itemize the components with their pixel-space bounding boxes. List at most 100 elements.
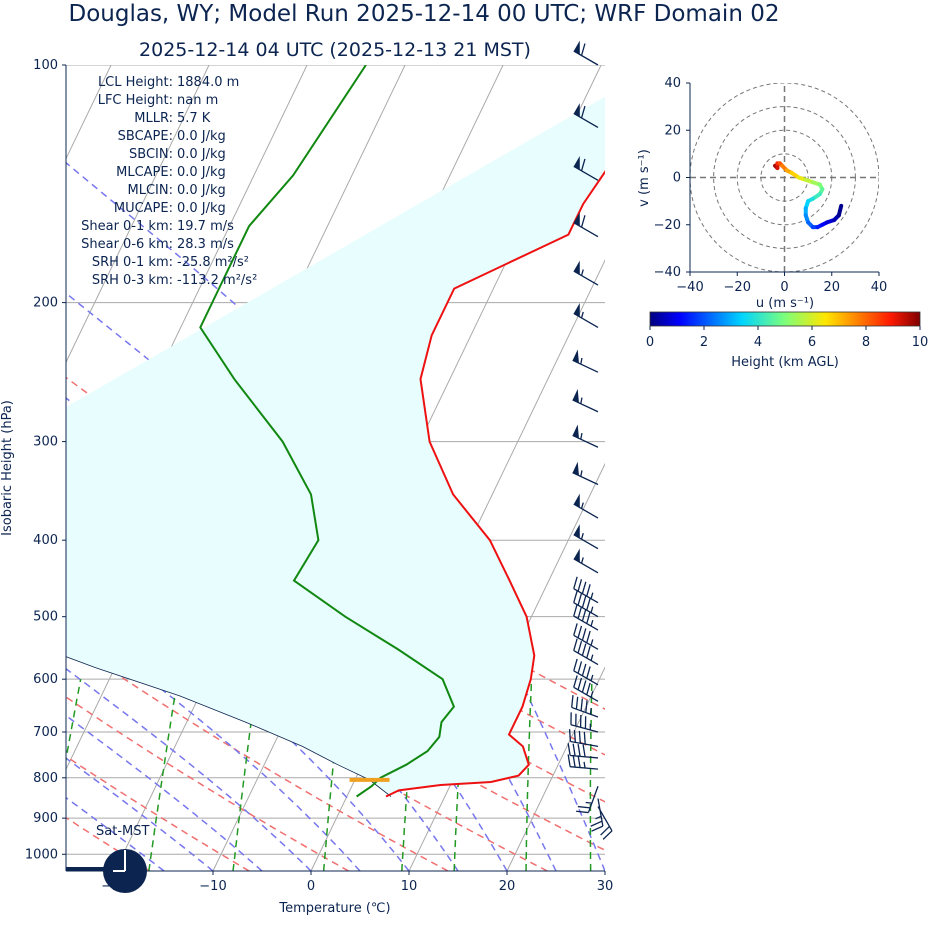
wind-barb bbox=[573, 604, 599, 631]
stat-value: -25.8 m²/s² bbox=[177, 255, 249, 270]
hodograph-x-tick-label: 40 bbox=[871, 280, 888, 295]
wind-barb bbox=[573, 40, 599, 66]
hodograph-x-tick-label: 20 bbox=[823, 280, 840, 295]
wind-barb bbox=[573, 155, 599, 181]
stat-value: 1884.0 m bbox=[177, 75, 239, 90]
wind-barb bbox=[573, 675, 599, 702]
isotherm-line bbox=[604, 869, 605, 871]
stat-label: SBCIN: bbox=[129, 147, 173, 162]
moist-adiabat-line bbox=[66, 667, 312, 871]
wind-barb bbox=[567, 743, 599, 759]
stat-label: Shear 0-6 km: bbox=[81, 237, 173, 252]
stat-value: nan m bbox=[177, 93, 218, 108]
stat-value: 28.3 m/s bbox=[177, 237, 234, 252]
colorbar-tick-label: 2 bbox=[700, 335, 708, 350]
wind-barb bbox=[572, 461, 599, 486]
sounding-stats: LCL Height: 1884.0 m LFC Height: nan m MLLR:… bbox=[81, 75, 257, 288]
dewpoint-profile-line bbox=[199, 65, 456, 798]
colorbar-tick-label: 8 bbox=[862, 335, 870, 350]
stat-label: LCL Height: bbox=[98, 75, 173, 90]
wind-barb bbox=[573, 623, 599, 650]
wind-barb bbox=[573, 260, 599, 286]
hodograph-y-label: v (m s⁻¹) bbox=[637, 149, 652, 207]
hodograph-y-tick-label: 20 bbox=[664, 123, 681, 138]
stat-label: MLLR: bbox=[134, 111, 173, 126]
height-colorbar: 0 2 4 6 8 10 bbox=[646, 311, 928, 350]
moist-adiabat-line bbox=[66, 796, 165, 871]
figure-title: Douglas, WY; Model Run 2025-12-14 00 UTC… bbox=[69, 1, 780, 27]
wind-barb bbox=[567, 754, 599, 770]
wind-barb bbox=[573, 103, 599, 129]
stat-label: SRH 0-3 km: bbox=[92, 273, 173, 288]
stat-value: 0.0 J/kg bbox=[177, 129, 226, 144]
stat-label: Shear 0-1 km: bbox=[81, 219, 173, 234]
colorbar-tick-label: 4 bbox=[754, 335, 762, 350]
dry-adiabat-line bbox=[66, 529, 605, 852]
y-tick-label: 900 bbox=[33, 811, 58, 826]
y-tick-label: 100 bbox=[33, 58, 58, 73]
hodograph-x-tick-label: −20 bbox=[724, 280, 751, 295]
y-tick-label: 200 bbox=[33, 296, 58, 311]
stat-value: -113.2 m²/s² bbox=[177, 273, 257, 288]
hodograph-x-label: u (m s⁻¹) bbox=[756, 296, 814, 311]
wind-barb bbox=[573, 638, 599, 666]
mixing-ratio-line bbox=[401, 679, 417, 871]
colorbar-label: Height (km AGL) bbox=[731, 355, 839, 370]
wind-barbs bbox=[567, 40, 613, 840]
wind-barb bbox=[572, 349, 599, 373]
x-tick-label: −10 bbox=[199, 879, 226, 894]
moist-adiabat-line bbox=[66, 397, 508, 871]
y-tick-label: 800 bbox=[33, 771, 58, 786]
x-tick-label: 10 bbox=[401, 879, 418, 894]
wind-barb bbox=[573, 493, 599, 519]
clock-label: Sat-MST bbox=[96, 824, 149, 839]
stat-value: 5.7 K bbox=[177, 111, 211, 126]
wind-barb bbox=[573, 212, 599, 238]
mixing-ratio-line bbox=[322, 679, 343, 871]
mixing-ratio-line bbox=[525, 679, 533, 871]
x-axis-label: Temperature (℃) bbox=[278, 901, 390, 916]
wind-barb bbox=[573, 590, 599, 618]
hodograph-segment bbox=[836, 203, 844, 218]
skewt-plot-area: 1002003004005006007008009001000−20−10010… bbox=[25, 58, 928, 894]
stat-label: MUCAPE: bbox=[114, 201, 173, 216]
mixing-ratio-line bbox=[589, 679, 593, 871]
hodograph-x-tick-label: −40 bbox=[676, 280, 703, 295]
hodograph-y-tick-label: −40 bbox=[654, 265, 681, 280]
wind-barb bbox=[570, 712, 599, 733]
y-axis-label: Isobaric Height (hPa) bbox=[0, 400, 15, 536]
hodograph-y-tick-label: 0 bbox=[673, 171, 681, 186]
y-tick-label: 600 bbox=[33, 672, 58, 687]
stat-label: SBCAPE: bbox=[118, 129, 173, 144]
clock-icon bbox=[66, 849, 147, 893]
mixing-ratio-line bbox=[148, 679, 179, 871]
wind-barb bbox=[573, 524, 599, 550]
mixing-ratio-line bbox=[453, 679, 466, 871]
stat-value: 0.0 J/kg bbox=[177, 147, 226, 162]
stat-value: 0.0 J/kg bbox=[177, 165, 226, 180]
stat-value: 0.0 J/kg bbox=[177, 183, 226, 198]
y-tick-label: 500 bbox=[33, 610, 58, 625]
wind-barb bbox=[573, 576, 599, 604]
x-tick-label: 20 bbox=[499, 879, 516, 894]
hodograph-x-tick-label: 0 bbox=[780, 280, 788, 295]
stat-value: 19.7 m/s bbox=[177, 219, 234, 234]
wind-barb bbox=[572, 424, 599, 448]
moist-adiabat-line bbox=[66, 161, 605, 871]
stat-label: MLCIN: bbox=[128, 183, 173, 198]
cin-shading bbox=[66, 96, 605, 797]
colorbar-tick-label: 10 bbox=[912, 335, 928, 350]
x-tick-label: 0 bbox=[307, 879, 315, 894]
wind-barb bbox=[576, 786, 599, 814]
x-tick-label: 30 bbox=[597, 879, 614, 894]
hodograph-y-tick-label: −20 bbox=[654, 218, 681, 233]
y-tick-label: 700 bbox=[33, 725, 58, 740]
isotherm-line bbox=[703, 65, 928, 871]
stat-label: SRH 0-1 km: bbox=[92, 255, 173, 270]
wind-barb bbox=[573, 302, 599, 328]
figure-subtitle: 2025-12-14 04 UTC (2025-12-13 21 MST) bbox=[139, 39, 531, 61]
wind-barb bbox=[597, 806, 613, 840]
moist-adiabat-line bbox=[66, 757, 214, 871]
stat-label: LFC Height: bbox=[98, 93, 173, 108]
